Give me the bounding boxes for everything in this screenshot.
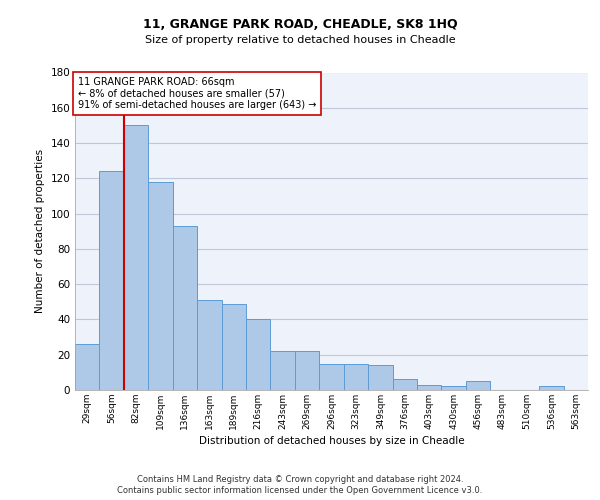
- Bar: [319, 364, 344, 390]
- Bar: [271, 351, 295, 390]
- Bar: [466, 381, 490, 390]
- Text: Size of property relative to detached houses in Cheadle: Size of property relative to detached ho…: [145, 35, 455, 45]
- Bar: [368, 366, 392, 390]
- Bar: [295, 351, 319, 390]
- Bar: [417, 384, 442, 390]
- Bar: [100, 172, 124, 390]
- Bar: [75, 344, 100, 390]
- Bar: [124, 126, 148, 390]
- Bar: [148, 182, 173, 390]
- Bar: [392, 380, 417, 390]
- Text: Contains public sector information licensed under the Open Government Licence v3: Contains public sector information licen…: [118, 486, 482, 495]
- Bar: [246, 320, 271, 390]
- Text: Contains HM Land Registry data © Crown copyright and database right 2024.: Contains HM Land Registry data © Crown c…: [137, 475, 463, 484]
- Bar: [442, 386, 466, 390]
- Bar: [344, 364, 368, 390]
- X-axis label: Distribution of detached houses by size in Cheadle: Distribution of detached houses by size …: [199, 436, 464, 446]
- Text: 11 GRANGE PARK ROAD: 66sqm
← 8% of detached houses are smaller (57)
91% of semi-: 11 GRANGE PARK ROAD: 66sqm ← 8% of detac…: [77, 78, 316, 110]
- Bar: [173, 226, 197, 390]
- Bar: [197, 300, 221, 390]
- Y-axis label: Number of detached properties: Number of detached properties: [35, 149, 45, 314]
- Bar: [221, 304, 246, 390]
- Text: 11, GRANGE PARK ROAD, CHEADLE, SK8 1HQ: 11, GRANGE PARK ROAD, CHEADLE, SK8 1HQ: [143, 18, 457, 30]
- Bar: [539, 386, 563, 390]
